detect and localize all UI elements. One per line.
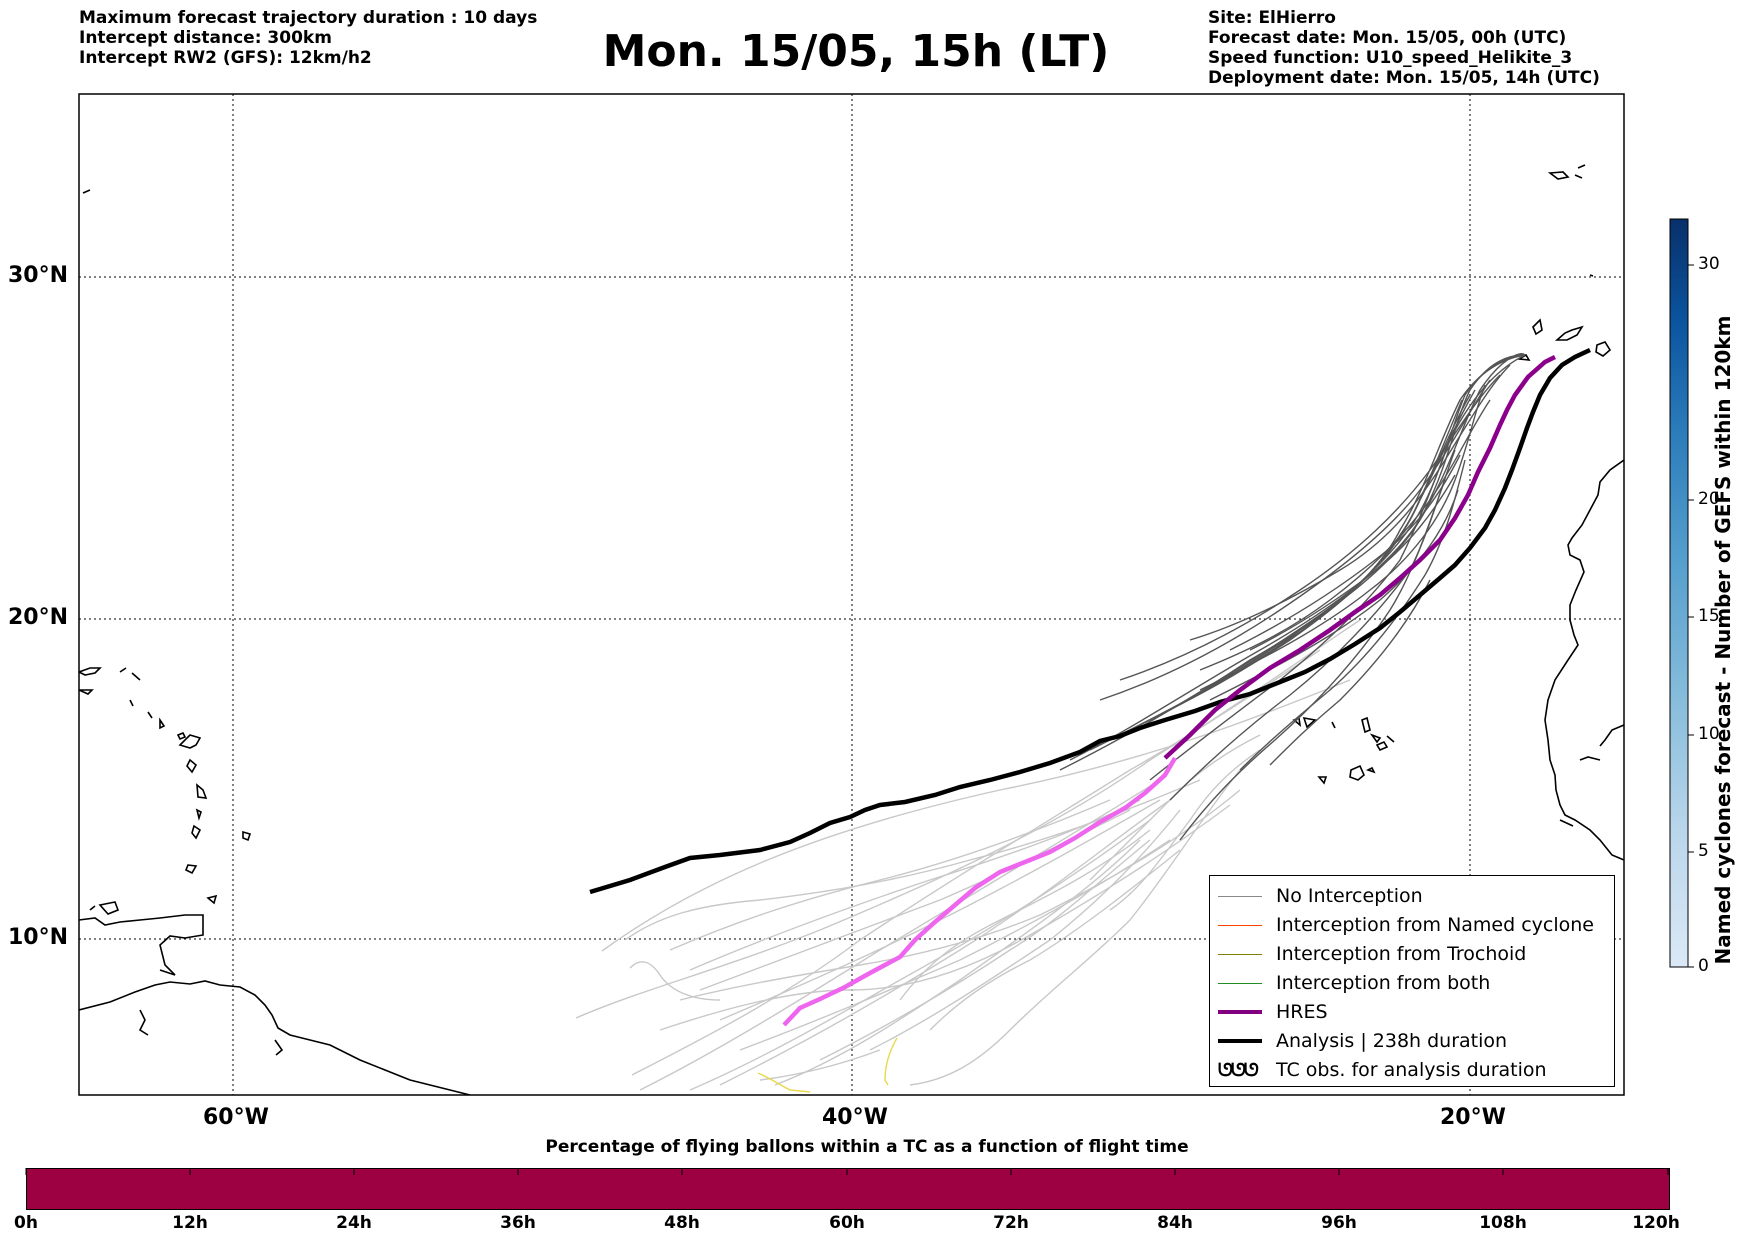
colorbar-tick-15: 15: [1698, 606, 1720, 626]
legend-item-named-cyclone: Interception from Named cyclone: [1218, 911, 1594, 939]
pct-tick-36h: 36h: [500, 1213, 536, 1233]
grid-lines: [79, 94, 1624, 1095]
legend-swatch-both: [1218, 982, 1262, 984]
legend-item-trochoid: Interception from Trochoid: [1218, 940, 1526, 968]
legend-swatch-named-cyclone: [1218, 924, 1262, 926]
lat-label-10n: 10°N: [8, 925, 69, 950]
site-text: Site: ElHierro: [1208, 8, 1336, 28]
hres-track-purple: [1163, 354, 1557, 760]
yellow-tracks: [757, 1037, 898, 1093]
pct-tick-108h: 108h: [1479, 1213, 1527, 1233]
ensemble-tracks-dark: [1059, 353, 1526, 841]
legend-item-tc-obs: ᘎᘎᘎ TC obs. for analysis duration: [1218, 1056, 1547, 1084]
lon-label-20w: 20°W: [1440, 1105, 1506, 1130]
percentage-bar: [26, 1168, 1670, 1210]
legend-label: TC obs. for analysis duration: [1276, 1059, 1547, 1081]
legend-item-both: Interception from both: [1218, 969, 1490, 997]
lon-label-60w: 60°W: [203, 1105, 269, 1130]
speed-function-text: Speed function: U10_speed_Helikite_3: [1208, 48, 1573, 68]
colorbar-label: Named cyclones forecast - Number of GEFS…: [1711, 315, 1735, 965]
legend-swatch-trochoid: [1218, 953, 1262, 955]
legend-label: Interception from Named cyclone: [1276, 914, 1594, 936]
colorbar-tick-5: 5: [1698, 841, 1709, 861]
legend-item-hres: HRES: [1218, 998, 1328, 1026]
lat-label-30n: 30°N: [8, 263, 69, 288]
map-frame: [78, 93, 1625, 1096]
analysis-track: [589, 347, 1591, 895]
pct-tick-96h: 96h: [1321, 1213, 1357, 1233]
page-title: Mon. 15/05, 15h (LT): [602, 26, 1110, 77]
header-right-info: Site: ElHierro Forecast date: Mon. 15/05…: [1208, 8, 1600, 88]
tc-obs-symbol-icon: ᘎᘎᘎ: [1218, 1059, 1259, 1081]
legend-swatch-analysis: [1218, 1039, 1262, 1043]
intercept-rw2-text: Intercept RW2 (GFS): 12km/h2: [79, 48, 372, 68]
pct-tick-72h: 72h: [993, 1213, 1029, 1233]
legend-swatch-hres: [1218, 1010, 1262, 1014]
pct-tick-48h: 48h: [664, 1213, 700, 1233]
map-legend: No Interception Interception from Named …: [1209, 875, 1615, 1087]
lon-label-40w: 40°W: [822, 1105, 888, 1130]
colorbar-tick-20: 20: [1698, 489, 1720, 509]
colorbar-tick-0: 0: [1698, 956, 1709, 976]
pct-tick-84h: 84h: [1157, 1213, 1193, 1233]
max-duration-text: Maximum forecast trajectory duration : 1…: [79, 8, 538, 28]
pct-tick-12h: 12h: [172, 1213, 208, 1233]
hres-track-pink: [782, 756, 1177, 1027]
legend-label: Interception from Trochoid: [1276, 943, 1527, 965]
percentage-bar-title: Percentage of flying ballons within a TC…: [545, 1137, 1189, 1157]
colorbar-tick-10: 10: [1698, 724, 1720, 744]
intercept-distance-text: Intercept distance: 300km: [79, 28, 332, 48]
legend-label: HRES: [1276, 1001, 1328, 1023]
legend-item-no-interception: No Interception: [1218, 882, 1423, 910]
pct-tick-24h: 24h: [336, 1213, 372, 1233]
lat-label-20n: 20°N: [8, 605, 69, 630]
deployment-date-text: Deployment date: Mon. 15/05, 14h (UTC): [1208, 68, 1600, 88]
cyclone-colorbar: [1669, 218, 1694, 968]
legend-item-analysis: Analysis | 238h duration: [1218, 1027, 1507, 1055]
legend-label: No Interception: [1276, 885, 1423, 907]
header-left-info: Maximum forecast trajectory duration : 1…: [79, 8, 537, 68]
colorbar-tick-30: 30: [1698, 254, 1720, 274]
pct-tick-0h: 0h: [14, 1213, 38, 1233]
coastlines: [79, 164, 1624, 1095]
legend-label: Interception from both: [1276, 972, 1491, 994]
legend-swatch-no-interception: [1218, 895, 1262, 897]
pct-tick-60h: 60h: [829, 1213, 865, 1233]
pct-tick-120h: 120h: [1632, 1213, 1680, 1233]
legend-label: Analysis | 238h duration: [1276, 1030, 1508, 1052]
forecast-date-text: Forecast date: Mon. 15/05, 00h (UTC): [1208, 28, 1567, 48]
